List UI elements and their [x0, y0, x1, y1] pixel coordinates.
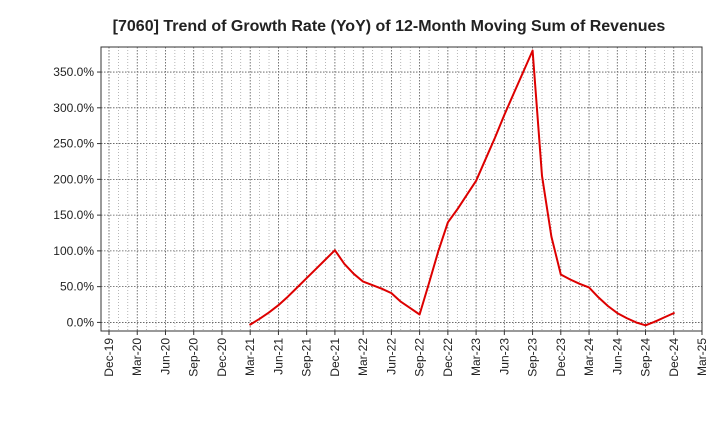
y-tick-label: 300.0% [53, 101, 94, 115]
x-tick-label: Mar-25 [695, 338, 709, 376]
y-tick-label: 100.0% [53, 244, 94, 258]
x-tick-label: Dec-20 [215, 338, 229, 377]
y-tick-label: 250.0% [53, 137, 94, 151]
x-tick-label: Jun-24 [610, 338, 624, 375]
plot-frame [100, 46, 703, 332]
y-tick-label: 50.0% [60, 280, 94, 294]
x-tick-label: Mar-24 [582, 338, 596, 376]
x-tick-label: Dec-24 [667, 338, 681, 377]
x-axis: Dec-19 Mar-20 Jun-20 Sep-20 Dec-20 Mar-21 Jun-… [102, 331, 709, 377]
y-tick-label: 0.0% [67, 315, 95, 329]
x-tick-label: Jun-20 [158, 338, 172, 375]
series-line [249, 49, 675, 327]
chart-title: [7060] Trend of Growth Rate (YoY) of 12-… [113, 18, 666, 35]
x-tick-label: Mar-20 [130, 338, 144, 376]
y-tick-label: 350.0% [53, 65, 94, 79]
x-tick-label: Mar-21 [243, 338, 257, 376]
grid [101, 47, 703, 331]
x-tick-label: Mar-23 [469, 338, 483, 376]
x-tick-label: Dec-19 [102, 338, 116, 377]
x-tick-label: Jun-22 [384, 338, 398, 375]
series-layer [249, 49, 675, 327]
x-tick-label: Sep-22 [413, 338, 427, 377]
x-tick-label: Dec-22 [441, 338, 455, 377]
x-tick-label: Jun-23 [497, 338, 511, 375]
x-tick-label: Dec-23 [554, 338, 568, 377]
x-tick-label: Dec-21 [328, 338, 342, 377]
x-tick-label: Sep-20 [187, 338, 201, 377]
x-tick-label: Sep-23 [526, 338, 540, 377]
x-tick-label: Jun-21 [271, 338, 285, 375]
y-tick-label: 200.0% [53, 172, 94, 186]
y-axis: 0.0% 50.0% 100.0% 150.0% 200.0% 250.0% 300.0% 3… [53, 65, 101, 329]
x-tick-label: Mar-22 [356, 338, 370, 376]
x-tick-label: Sep-21 [300, 338, 314, 377]
y-tick-label: 150.0% [53, 208, 94, 222]
x-tick-label: Sep-24 [639, 338, 653, 377]
